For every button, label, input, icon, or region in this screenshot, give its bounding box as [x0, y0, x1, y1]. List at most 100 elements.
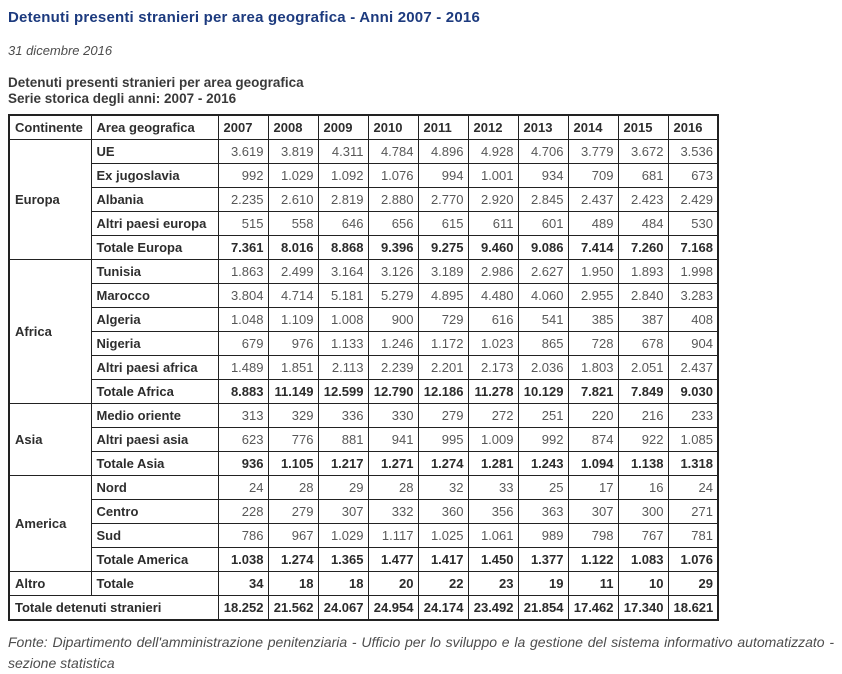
value-cell: 656	[367, 211, 419, 236]
column-header: 2008	[267, 114, 319, 140]
value-cell: 989	[517, 523, 569, 548]
value-cell: 2.201	[417, 355, 469, 380]
value-cell: 2.113	[317, 355, 369, 380]
value-cell: 3.189	[417, 259, 469, 284]
value-cell: 1.217	[317, 451, 369, 476]
table-row: Altri paesi europa 515 558 646 656 615 611 601 4…	[9, 211, 719, 236]
value-cell: 1.105	[267, 451, 319, 476]
value-cell: 220	[567, 403, 619, 428]
value-cell: 1.271	[367, 451, 419, 476]
value-cell: 1.009	[467, 427, 519, 452]
value-cell: 646	[317, 211, 369, 236]
table-row: Altri paesi asia 623 776 881 941 995 1.009 992 8…	[9, 427, 719, 452]
value-cell: 994	[417, 163, 469, 188]
value-cell: 1.417	[417, 547, 469, 572]
area-cell: Totale America	[90, 547, 219, 572]
value-cell: 936	[217, 451, 269, 476]
table-row: Algeria 1.048 1.109 1.008 900 729 616 541 385 387…	[9, 307, 719, 332]
value-cell: 1.083	[617, 547, 669, 572]
value-cell: 9.396	[367, 235, 419, 260]
value-cell: 992	[217, 163, 269, 188]
area-cell: Algeria	[90, 307, 219, 332]
value-cell: 7.821	[567, 379, 619, 404]
table-row: Asia Medio oriente 313 329 336 330 279 272 251 22…	[8, 403, 719, 476]
value-cell: 18.252	[217, 595, 269, 621]
value-cell: 2.880	[367, 187, 419, 212]
column-header: 2015	[617, 114, 669, 140]
value-cell: 530	[667, 211, 719, 236]
table-row: America Nord 24 28 29 28 32 33 25 17 16 24	[8, 475, 719, 572]
value-cell: 1.008	[317, 307, 369, 332]
value-cell: 1.001	[467, 163, 519, 188]
value-cell: 1.048	[217, 307, 269, 332]
value-cell: 28	[367, 475, 419, 500]
value-cell: 2.920	[467, 187, 519, 212]
value-cell: 2.036	[517, 355, 569, 380]
continent-cell: Europa	[8, 139, 92, 260]
area-cell: Totale Europa	[90, 235, 219, 260]
value-cell: 17.340	[617, 595, 669, 621]
value-cell: 4.311	[317, 139, 369, 164]
value-cell: 601	[517, 211, 569, 236]
value-cell: 4.895	[417, 283, 469, 308]
value-cell: 4.706	[517, 139, 569, 164]
column-header: 2009	[317, 114, 369, 140]
value-cell: 976	[267, 331, 319, 356]
value-cell: 24	[217, 475, 269, 500]
column-header: 2013	[517, 114, 569, 140]
value-cell: 12.790	[367, 379, 419, 404]
value-cell: 2.840	[617, 283, 669, 308]
value-cell: 1.803	[567, 355, 619, 380]
table-row: Totale Europa 7.361 8.016 8.868 9.396 9.275 9.…	[9, 235, 719, 260]
value-cell: 5.181	[317, 283, 369, 308]
table-row: Centro 228 279 307 332 360 356 363 307 300 271	[9, 499, 719, 524]
table-row: Totale Africa 8.883 11.149 12.599 12.790 12.1…	[9, 379, 719, 404]
value-cell: 1.489	[217, 355, 269, 380]
value-cell: 673	[667, 163, 719, 188]
value-cell: 1.122	[567, 547, 619, 572]
value-cell: 23	[467, 571, 519, 596]
value-cell: 8.868	[317, 235, 369, 260]
value-cell: 992	[517, 427, 569, 452]
value-cell: 541	[517, 307, 569, 332]
area-cell: Altri paesi europa	[90, 211, 219, 236]
value-cell: 228	[217, 499, 269, 524]
value-cell: 3.672	[617, 139, 669, 164]
value-cell: 28	[267, 475, 319, 500]
value-cell: 2.051	[617, 355, 669, 380]
value-cell: 5.279	[367, 283, 419, 308]
value-cell: 11.149	[267, 379, 319, 404]
value-cell: 7.849	[617, 379, 669, 404]
value-cell: 3.283	[667, 283, 719, 308]
value-cell: 1.477	[367, 547, 419, 572]
column-header: 2016	[667, 114, 719, 140]
value-cell: 1.851	[267, 355, 319, 380]
value-cell: 2.986	[467, 259, 519, 284]
value-cell: 1.029	[317, 523, 369, 548]
value-cell: 10.129	[517, 379, 569, 404]
value-cell: 484	[617, 211, 669, 236]
value-cell: 25	[517, 475, 569, 500]
value-cell: 216	[617, 403, 669, 428]
value-cell: 3.164	[317, 259, 369, 284]
value-cell: 9.086	[517, 235, 569, 260]
value-cell: 12.599	[317, 379, 369, 404]
value-cell: 2.627	[517, 259, 569, 284]
value-cell: 489	[567, 211, 619, 236]
value-cell: 313	[217, 403, 269, 428]
column-header: Continente	[8, 114, 92, 140]
value-cell: 781	[667, 523, 719, 548]
value-cell: 385	[567, 307, 619, 332]
value-cell: 900	[367, 307, 419, 332]
value-cell: 1.950	[567, 259, 619, 284]
value-cell: 776	[267, 427, 319, 452]
value-cell: 279	[267, 499, 319, 524]
value-cell: 874	[567, 427, 619, 452]
value-cell: 678	[617, 331, 669, 356]
value-cell: 23.492	[467, 595, 519, 621]
table-row: Sud 786 967 1.029 1.117 1.025 1.061 989 798 767 78…	[9, 523, 719, 548]
value-cell: 307	[567, 499, 619, 524]
value-cell: 1.893	[617, 259, 669, 284]
table-row: Totale America 1.038 1.274 1.365 1.477 1.417 1…	[9, 547, 719, 572]
value-cell: 615	[417, 211, 469, 236]
